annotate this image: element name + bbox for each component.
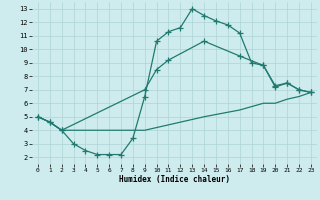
X-axis label: Humidex (Indice chaleur): Humidex (Indice chaleur)	[119, 175, 230, 184]
